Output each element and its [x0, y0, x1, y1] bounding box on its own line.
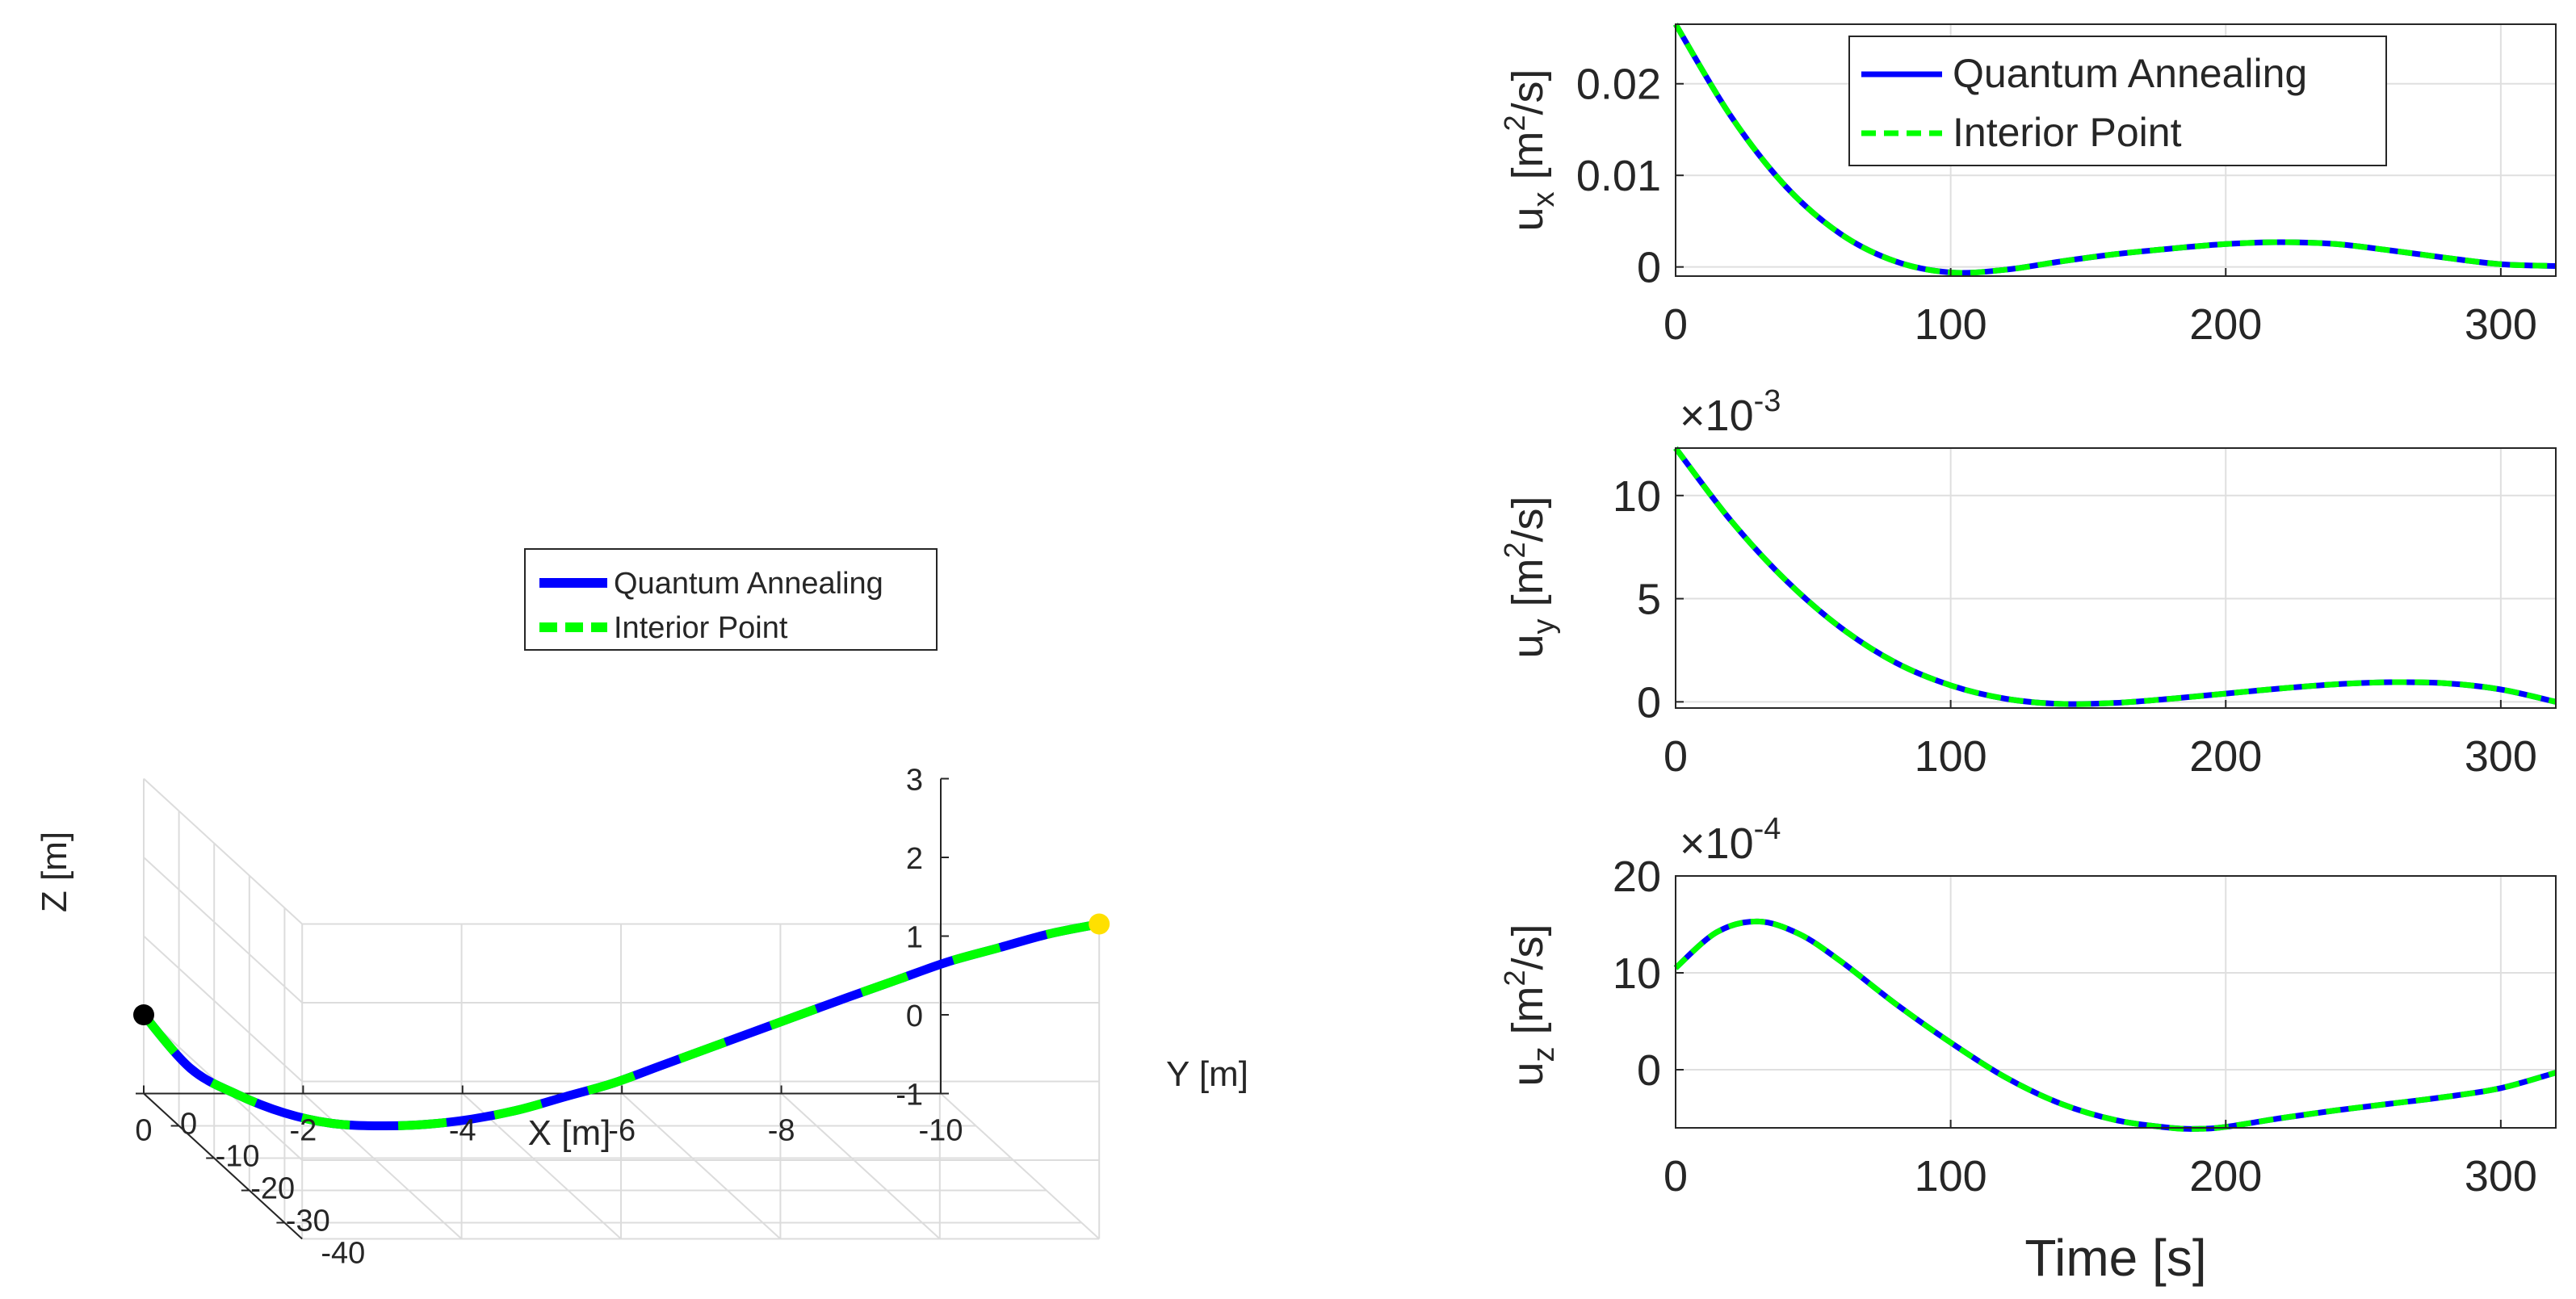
- axes-frame: [1675, 447, 2557, 709]
- grid-line-side-z: [143, 777, 303, 925]
- series-line-interior-point: [1673, 446, 2557, 707]
- plot-area: [1676, 876, 2556, 1128]
- y-tick-label: -30: [286, 1205, 330, 1238]
- y-tick-label: -20: [250, 1172, 295, 1206]
- grid-line-floor-x: [940, 1092, 1100, 1240]
- legend-label-interior: Interior Point: [1953, 110, 2182, 155]
- x-tick-label: 0: [135, 1114, 152, 1148]
- x-tick-label: -8: [768, 1114, 795, 1148]
- z-tick-label: -1: [896, 1079, 923, 1113]
- subplot-uy: 0 100 200 300 0 5 10 ×10-3 uy [m2/s]: [1498, 384, 2557, 781]
- y-axis-line: [143, 1092, 303, 1240]
- x-axis-label: X [m]: [528, 1113, 611, 1153]
- end-point-marker: [1089, 913, 1110, 935]
- z-tick-label: 0: [906, 999, 923, 1033]
- x-tick-label: -2: [290, 1114, 317, 1148]
- y-tick-label: 0: [1637, 1046, 1661, 1095]
- x-tick-label: 0: [1663, 1152, 1688, 1201]
- x-tick-label: 300: [2465, 1152, 2537, 1201]
- series-line-interior-point: [140, 920, 1101, 1131]
- legend: Quantum Annealing Interior Point: [1848, 36, 2387, 166]
- legend-label-interior: Interior Point: [614, 611, 788, 645]
- z-tick-label: 2: [906, 842, 923, 876]
- x-tick-label: 300: [2465, 732, 2537, 781]
- x-tick-label: 100: [1915, 1152, 1987, 1201]
- y-tick-label: -40: [321, 1237, 365, 1271]
- z-tick-label: 3: [906, 764, 923, 798]
- x-tick-label: 200: [2189, 1152, 2262, 1201]
- tick-labels: 0 100 200 300 0 5 10: [1613, 472, 2537, 781]
- series-lines: [1673, 446, 2557, 707]
- axes-frame: [1675, 875, 2557, 1129]
- x-tick-label: 100: [1915, 732, 1987, 781]
- subplot-ux: 0 100 200 300 0 0.01 0.02 ux [m2/s] Quantum An…: [1498, 23, 2557, 349]
- series-line-interior-point: [1673, 918, 2557, 1132]
- grid-line-floor-x: [302, 1092, 463, 1240]
- y-axis-label: Y [m]: [1166, 1054, 1248, 1094]
- y-tick-label: 0.01: [1576, 152, 1661, 200]
- y-tick-label: -10: [216, 1140, 260, 1174]
- x-axis-label: Time [s]: [2024, 1229, 2206, 1287]
- series-line-interior-point: [1672, 23, 2557, 276]
- y-tick-label: 10: [1613, 949, 1661, 998]
- x-tick-label: 200: [2189, 300, 2262, 349]
- y-tick-label: 0: [1637, 678, 1661, 727]
- y-axis-label: ux [m2/s]: [1498, 69, 1561, 231]
- y-tick-label: 0.02: [1576, 61, 1661, 109]
- legend-box: [1848, 36, 2387, 166]
- legend-label-quantum: Quantum Annealing: [614, 567, 883, 601]
- legend-3d: Quantum Annealing Interior Point: [524, 548, 938, 651]
- plot-area: [1676, 448, 2556, 708]
- tick-labels: 0 100 200 300 0 10 20: [1613, 853, 2537, 1201]
- subplot-uz: 0 100 200 300 0 10 20 ×10-4 uz [m2/s] Time [s]: [1498, 812, 2557, 1287]
- y-tick-label: 0: [180, 1108, 197, 1142]
- y-tick-label: 5: [1637, 576, 1661, 624]
- grid-line-side-z: [143, 935, 303, 1083]
- trajectory-curves: [140, 920, 1101, 1131]
- x-tick-label: -6: [608, 1114, 636, 1148]
- y-tick-label: 20: [1613, 853, 1661, 901]
- x-tick-label: -4: [449, 1114, 476, 1148]
- x-tick-label: 0: [1663, 732, 1688, 781]
- grid-line-side-z: [143, 857, 303, 1004]
- grid-line-floor-x: [780, 1092, 941, 1240]
- x-tick-label: 300: [2465, 300, 2537, 349]
- x-tick-label: 100: [1915, 300, 1987, 349]
- exponent-label: ×10-3: [1680, 384, 1781, 440]
- y-axis-label: uy [m2/s]: [1498, 496, 1561, 658]
- z-axis-label: Z [m]: [35, 832, 74, 912]
- legend-label-quantum: Quantum Annealing: [1953, 51, 2307, 96]
- grid-line-floor-x: [621, 1092, 782, 1240]
- start-point-marker: [133, 1004, 154, 1025]
- tick-labels: 0 100 200 300 0 0.01 0.02: [1576, 61, 2537, 349]
- series-lines: [1672, 23, 2557, 276]
- axes-frame: [1675, 23, 2557, 277]
- z-tick-label: 1: [906, 921, 923, 955]
- y-tick-label: 0: [1637, 244, 1661, 292]
- endpoint-markers: [133, 913, 1110, 1025]
- x-tick-label: 200: [2189, 732, 2262, 781]
- exponent-label: ×10-4: [1680, 812, 1781, 868]
- x-tick-label: -10: [919, 1114, 963, 1148]
- series-lines: [1673, 918, 2557, 1132]
- grid-3d: [136, 777, 1101, 1240]
- legend-box: [524, 548, 938, 651]
- y-axis-label: uz [m2/s]: [1498, 924, 1561, 1086]
- y-tick-label: 10: [1613, 472, 1661, 521]
- x-tick-label: 0: [1663, 300, 1688, 349]
